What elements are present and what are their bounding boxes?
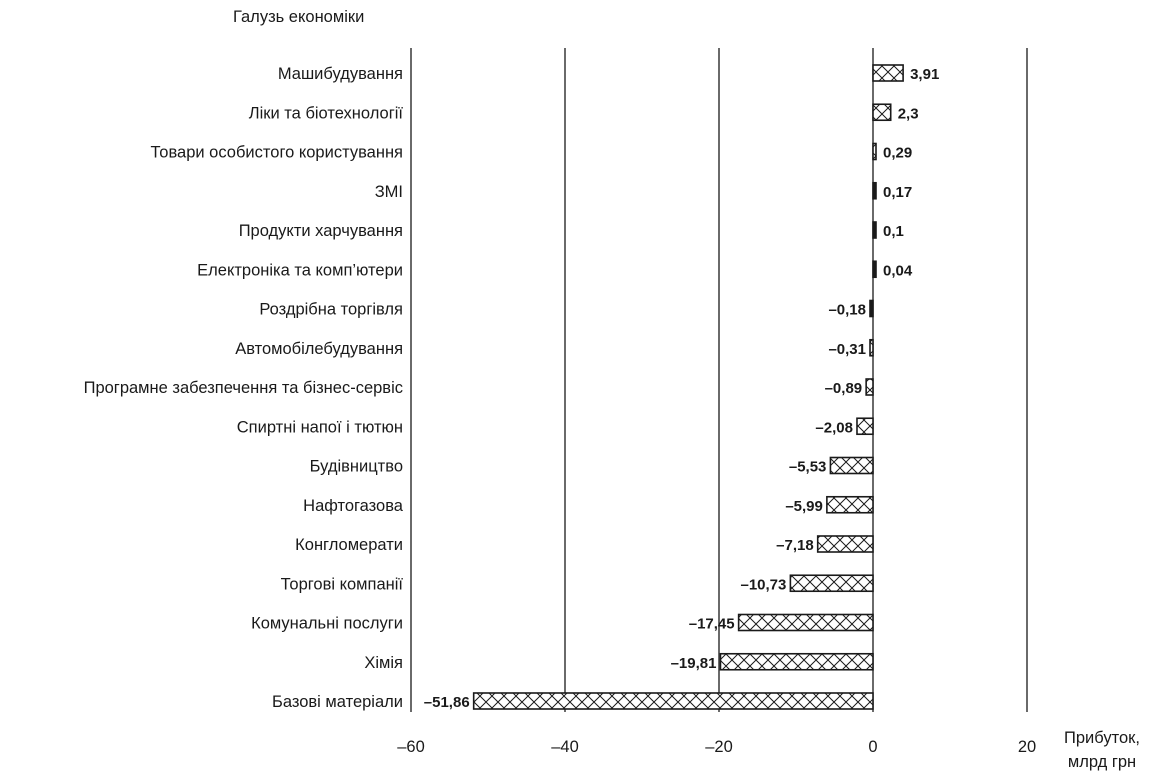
bar [869, 299, 874, 318]
bar [872, 260, 877, 279]
value-label: –0,31 [828, 341, 866, 358]
value-label: 0,04 [883, 262, 913, 279]
category-label: ЗМІ [375, 183, 403, 201]
bar [872, 221, 877, 239]
category-label: Роздрібна торгівля [259, 301, 403, 319]
x-tick-label: –60 [397, 738, 425, 756]
x-tick-label: –20 [705, 738, 733, 756]
value-label: –10,73 [740, 576, 786, 593]
category-label: Програмне забезпечення та бізнес-сервіс [84, 379, 403, 397]
value-label: –51,86 [424, 694, 470, 711]
bar [872, 181, 877, 200]
bar [856, 417, 874, 436]
bar [829, 456, 874, 475]
bar [872, 142, 877, 161]
bar [872, 103, 892, 122]
value-label: 0,17 [883, 184, 912, 201]
bar [789, 574, 874, 593]
value-label: 3,91 [910, 66, 939, 83]
category-label: Спиртні напої і тютюн [237, 418, 403, 436]
labels: –60 –40 –20 0 20 Машибудування 3,91 Ліки та біо… [84, 65, 1037, 756]
category-label: Нафтогазова [303, 497, 404, 515]
x-tick-label: 20 [1018, 738, 1036, 756]
category-label: Автомобілебудування [235, 340, 403, 358]
category-label: Машибудування [278, 65, 403, 83]
bar [869, 338, 874, 357]
value-label: 2,3 [898, 105, 919, 122]
value-label: –2,08 [815, 419, 853, 436]
bar [737, 613, 874, 632]
y-axis-title: Галузь економіки [233, 8, 364, 26]
value-label: –5,53 [789, 459, 827, 476]
value-label: 0,29 [883, 145, 912, 162]
value-label: –0,89 [825, 380, 863, 397]
category-label: Торгові компанії [281, 575, 404, 593]
category-label: Конгломерати [295, 536, 403, 554]
category-label: Базові матеріали [272, 693, 403, 711]
category-label: Електроніка та комп’ютери [197, 261, 403, 279]
bar [472, 692, 874, 710]
bar [719, 652, 874, 671]
value-label: –5,99 [785, 498, 823, 515]
bar [826, 495, 874, 514]
bars [472, 64, 904, 710]
category-label: Хімія [364, 654, 403, 672]
value-label: –19,81 [671, 655, 717, 672]
category-label: Комунальні послуги [251, 615, 403, 633]
value-label: –17,45 [689, 616, 735, 633]
bar [872, 64, 904, 82]
x-tick-label: 0 [868, 738, 877, 756]
value-label: –0,18 [828, 302, 866, 319]
value-label: 0,1 [883, 223, 904, 240]
grid-lines [410, 48, 1028, 712]
category-label: Продукти харчування [239, 222, 403, 240]
category-label: Будівництво [310, 458, 403, 476]
x-axis-title-line-2: млрд грн [1068, 753, 1136, 771]
x-axis-title-line-1: Прибуток, [1064, 729, 1140, 747]
value-label: –7,18 [776, 537, 814, 554]
bar [816, 535, 874, 553]
bar [865, 378, 874, 396]
category-label: Товари особистого користування [150, 144, 403, 162]
category-label: Ліки та біотехнології [249, 104, 404, 122]
x-tick-label: –40 [551, 738, 579, 756]
